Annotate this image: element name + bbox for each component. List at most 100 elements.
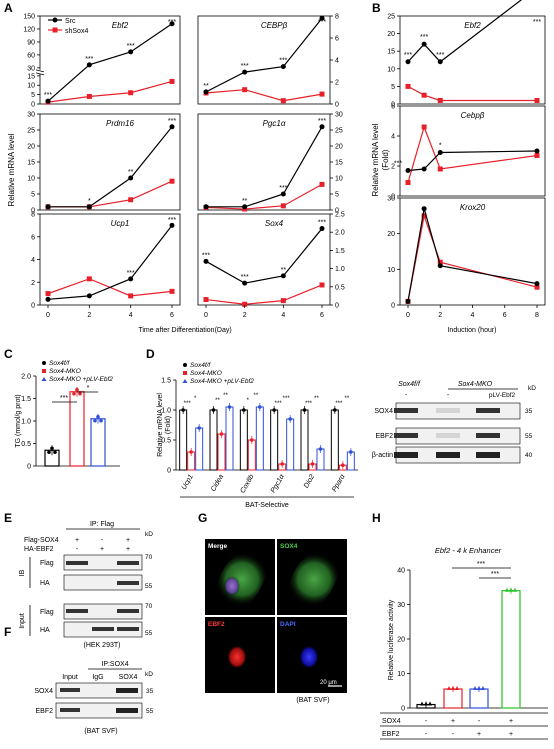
cell-label: (BAT SVF) <box>84 728 117 735</box>
significance: *** <box>420 34 428 41</box>
blot-row-label: EBF2 <box>375 433 393 440</box>
series-line-sh <box>407 85 537 102</box>
point-sh <box>421 92 427 98</box>
tick-label: 90 <box>27 39 35 46</box>
axis-break <box>35 69 45 73</box>
x-tick-label: 2 <box>87 312 91 319</box>
pm: - <box>76 546 79 553</box>
point-sh <box>128 293 134 299</box>
panel-letter-E: E <box>4 511 12 525</box>
axis-break <box>36 69 44 74</box>
significance: *** <box>318 19 326 26</box>
panel-letter-D: D <box>146 347 155 361</box>
plot-frame <box>39 113 181 211</box>
tick-label: 4 <box>335 58 339 65</box>
point-src <box>280 64 286 70</box>
significance: * <box>87 385 90 392</box>
tick-label: 0.5 <box>161 438 171 445</box>
point-sh <box>421 124 427 130</box>
blot-row-label: HA <box>40 627 50 634</box>
band <box>394 433 418 438</box>
gene-title: Ebf2 <box>464 21 481 30</box>
tick-label: 8 <box>31 212 35 219</box>
row-label: Flag-SOX4 <box>24 537 59 544</box>
bar-Pgc1α-2 <box>286 418 295 471</box>
point-sh <box>319 181 325 187</box>
x-tick-label: 6 <box>320 312 324 319</box>
tick-label: 20 <box>27 144 35 151</box>
cell-label: (HEK 293T) <box>84 642 121 649</box>
significance: * <box>439 143 442 150</box>
point-src <box>128 49 134 55</box>
tick-label: 2.0 <box>21 374 31 381</box>
significance: *** <box>127 43 135 50</box>
significance: *** <box>394 161 402 168</box>
dot <box>50 446 54 451</box>
point-src <box>203 204 209 210</box>
point-src <box>242 204 248 210</box>
significance: *** <box>404 52 412 59</box>
tick-label: 0 <box>31 303 35 310</box>
gene-title: Ucp1 <box>111 219 130 228</box>
dot <box>424 701 428 706</box>
pm: + <box>509 731 513 738</box>
series-line-sh <box>205 284 323 305</box>
tick-label: 20 <box>335 144 343 151</box>
point-sh <box>280 203 286 209</box>
point-src <box>437 59 443 65</box>
point-sh <box>405 83 411 89</box>
blot-row-label: EBF2 <box>35 708 53 715</box>
tick-label: 20 <box>387 231 395 238</box>
band <box>476 408 500 413</box>
point-src <box>405 59 411 65</box>
series-line-src <box>205 228 323 284</box>
pm: + <box>75 537 79 544</box>
significance: *** <box>279 185 287 192</box>
series-line-src <box>205 17 323 93</box>
tick-label: 10 <box>397 671 405 678</box>
x-tick-label: 2 <box>438 312 442 319</box>
bar-3 <box>501 590 521 709</box>
point-sh <box>319 282 325 288</box>
significance: ** <box>128 169 134 176</box>
tick-label: 2.0 <box>335 230 345 237</box>
gene-title: CEBPβ <box>261 21 288 30</box>
bar-2 <box>90 418 106 467</box>
legend-marker <box>182 379 188 383</box>
bar-Dio2-0 <box>300 409 309 471</box>
point-sh <box>437 166 443 172</box>
plot-frame <box>39 15 181 105</box>
kd-label: kD <box>145 531 153 538</box>
band <box>60 708 80 712</box>
tick-label: 6 <box>335 36 339 43</box>
kd-label: 35 <box>525 408 533 415</box>
kd-label: 40 <box>525 452 533 459</box>
column-label: SOX4 <box>119 674 138 681</box>
tick-label: 10 <box>27 176 35 183</box>
bar-Cox8b-2 <box>255 406 264 471</box>
kd-label: 35 <box>146 688 154 695</box>
pm: - <box>101 537 104 544</box>
tick-label: 5 <box>335 192 339 199</box>
significance: ** <box>215 398 220 404</box>
legend-label-0: Sox4f/f <box>190 362 211 369</box>
significance: *** <box>202 252 210 259</box>
channel-label: Merge <box>208 543 228 550</box>
significance: ** <box>242 198 248 205</box>
row-label: EBF2 <box>382 731 400 738</box>
point-sh <box>242 87 248 93</box>
point-src <box>86 204 92 210</box>
point-src <box>128 175 134 181</box>
point-sh <box>86 93 92 99</box>
dot <box>78 391 82 396</box>
blot-row-label: Flag <box>40 609 54 616</box>
blot-strip <box>63 603 143 620</box>
tick-label: 6 <box>31 234 35 241</box>
tick-label: 150 <box>23 14 35 21</box>
tick-label: 4 <box>31 257 35 264</box>
legend-marker <box>41 377 47 381</box>
y-axis-label: Relative mRNA level <box>157 393 164 457</box>
point-sh <box>242 301 248 307</box>
gene-label: Pparα <box>331 473 347 494</box>
point-sh <box>169 78 175 84</box>
